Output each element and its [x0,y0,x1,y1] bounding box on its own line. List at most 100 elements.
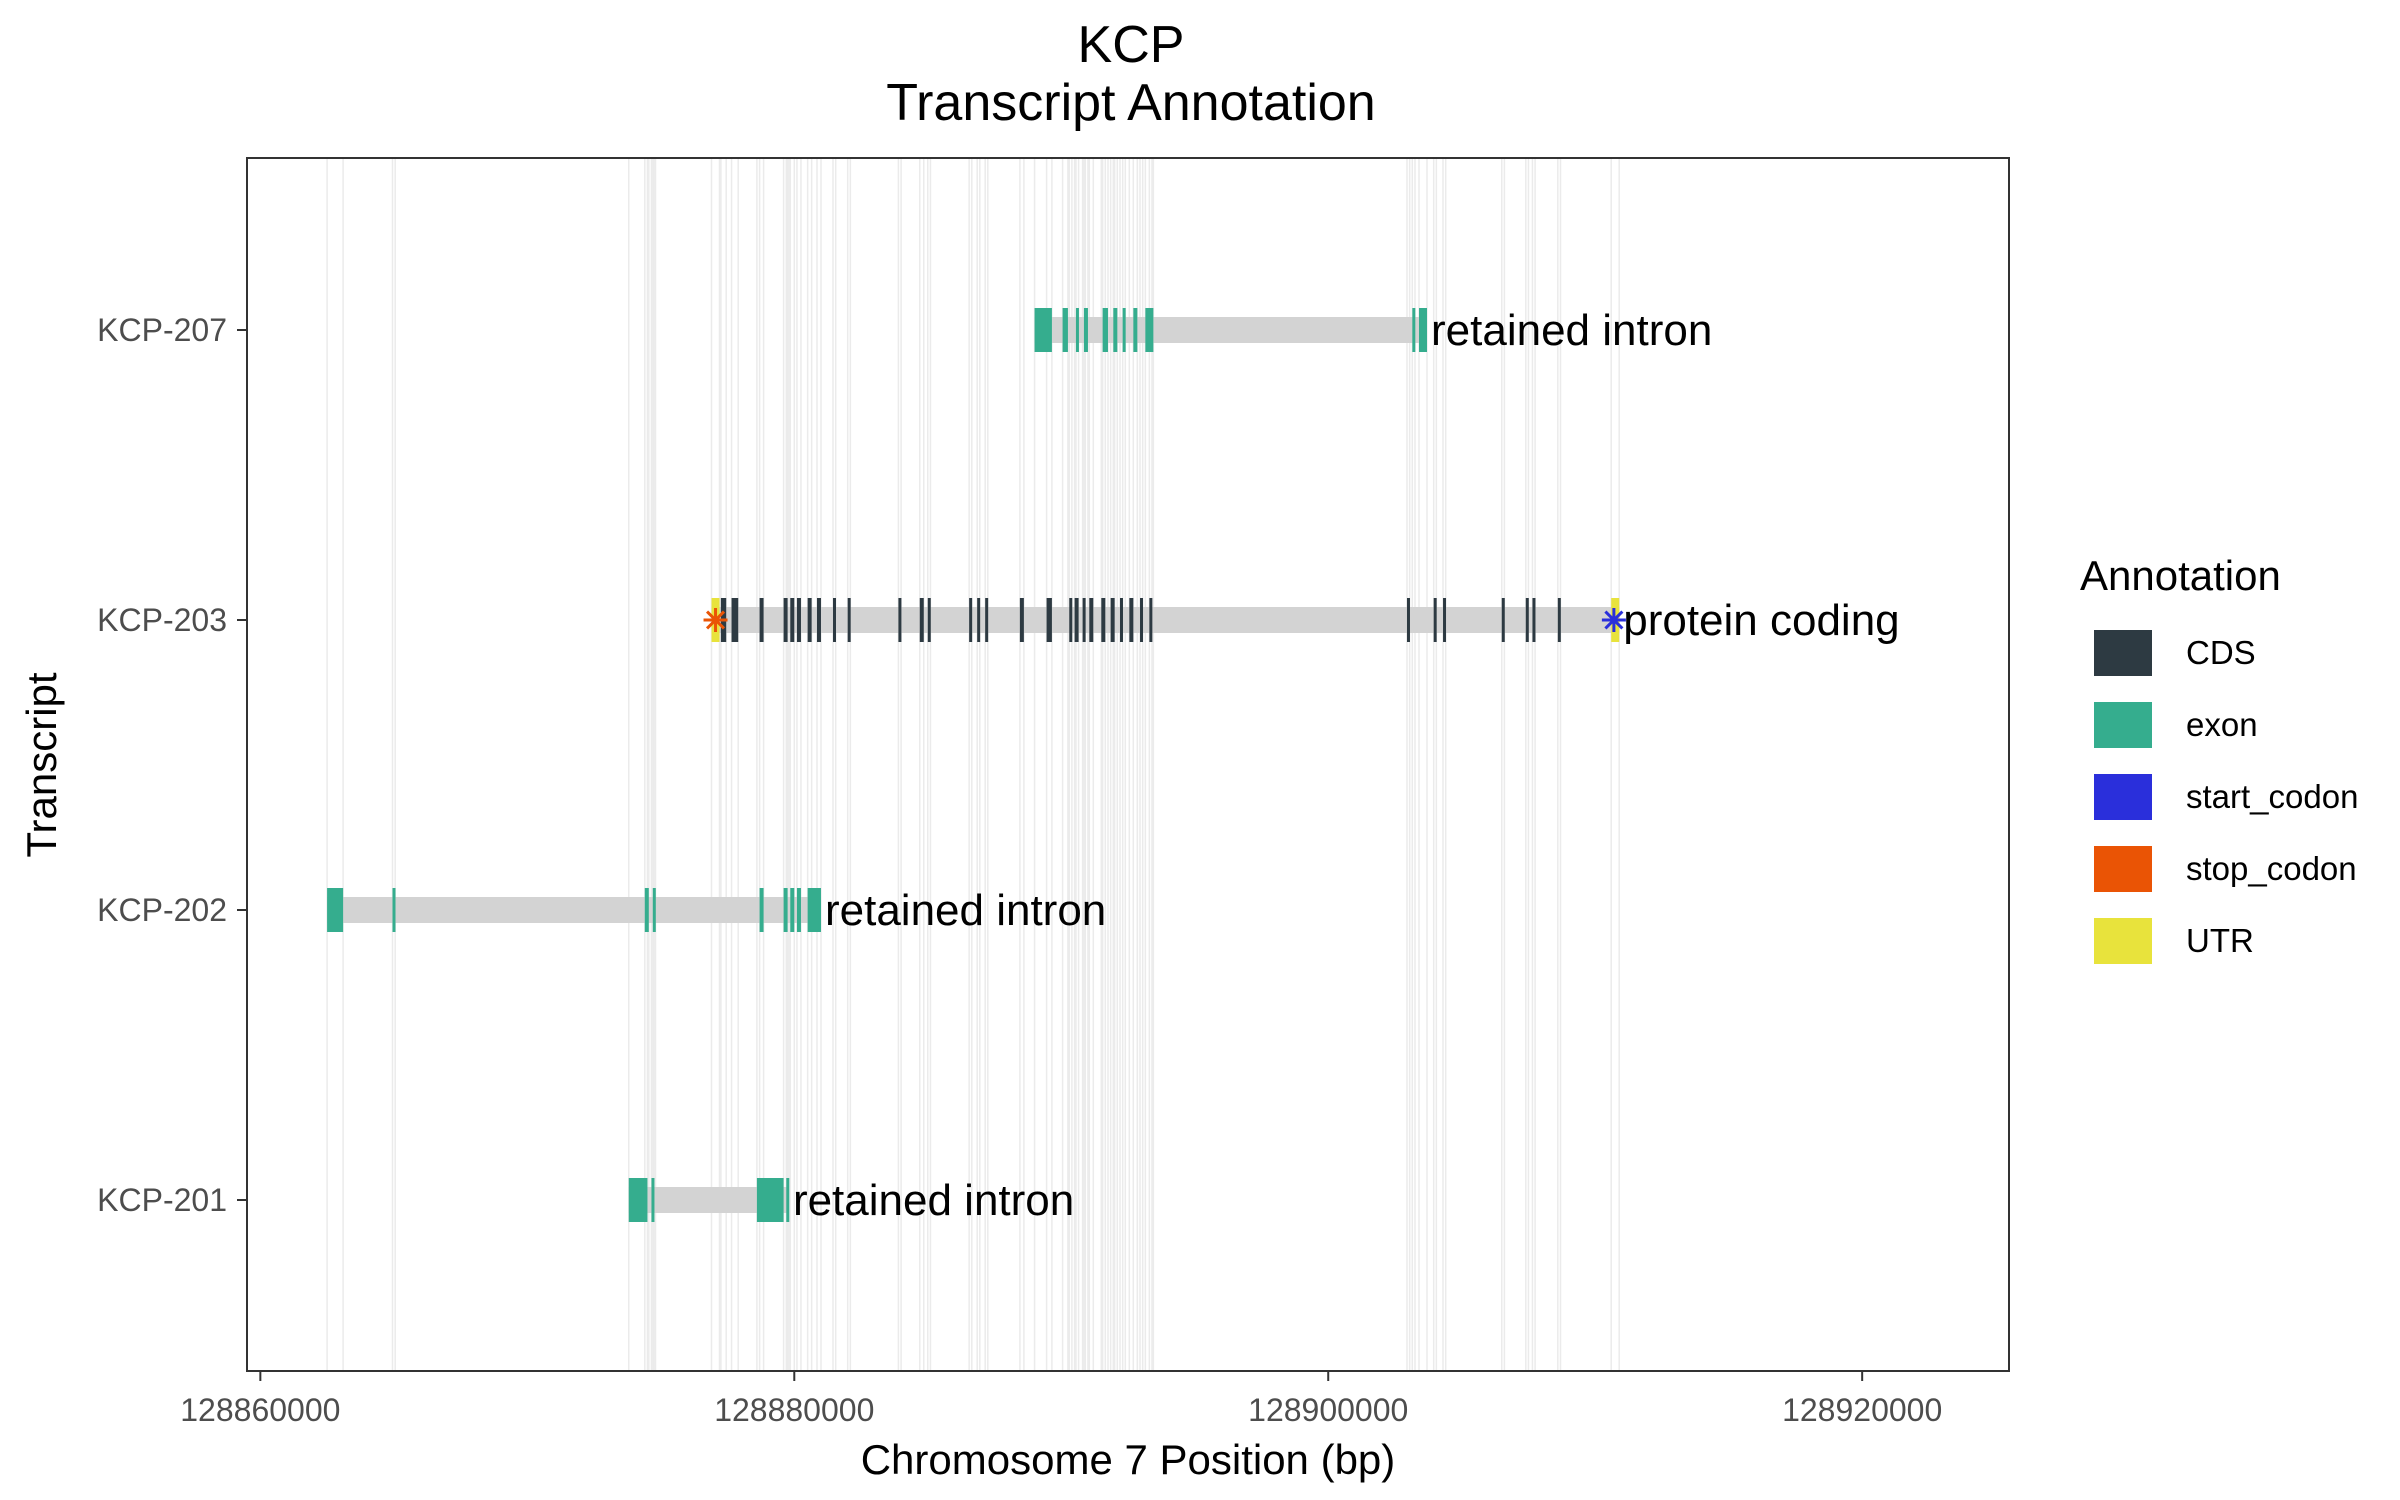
cds-block [1525,598,1529,642]
cds-block [796,598,801,642]
exon-block [644,888,649,932]
exon-block [1412,308,1416,352]
exon-block [1083,308,1088,352]
exon-block [756,1178,784,1222]
exon-block [783,888,788,932]
exon-block [652,888,656,932]
transcript-biotype-label: retained intron [825,886,1106,935]
x-tick-label: 128880000 [714,1392,874,1428]
transcript-biotype-label: retained intron [793,1176,1074,1225]
legend-label: UTR [2186,922,2254,959]
exon-block [1034,308,1052,352]
cds-block [1532,598,1536,642]
cds-block [1074,598,1079,642]
cds-block [1129,598,1134,642]
y-tick-label: KCP-203 [97,602,227,638]
cds-block [731,598,739,642]
cds-block [919,598,924,642]
exon-block [651,1178,655,1222]
exon-block [1145,308,1154,352]
exon-block [786,1178,790,1222]
cds-block [759,598,764,642]
x-tick-label: 128920000 [1782,1392,1942,1428]
stop-codon-marker [703,608,728,632]
intron-bar [1034,317,1428,343]
cds-block [832,598,836,642]
legend-title: Annotation [2080,552,2281,599]
exon-block [759,888,764,932]
transcript-track: retained intron [327,886,1106,935]
y-axis-title: Transcript [18,672,65,857]
cds-block [969,598,973,642]
intron-bar [327,897,821,923]
y-tick-label: KCP-201 [97,1182,227,1218]
legend-swatch [2094,702,2152,748]
exon-block [1133,308,1138,352]
cds-block [847,598,851,642]
exon-block [327,888,344,932]
intron-bar [711,607,1620,633]
cds-block [927,598,931,642]
exon-block [1122,308,1126,352]
cds-block [1069,598,1073,642]
grid-lines [326,158,1620,1371]
cds-block [790,598,795,642]
legend-swatch [2094,630,2152,676]
cds-block [1140,598,1144,642]
cds-block [1082,598,1086,642]
legend-swatch [2094,918,2152,964]
cds-block [1119,598,1123,642]
exon-block [807,888,821,932]
cds-block [898,598,902,642]
y-tick-label: KCP-202 [97,892,227,928]
legend-swatch [2094,846,2152,892]
transcript-track: retained intron [628,1176,1074,1225]
cds-block [977,598,981,642]
cds-block [1149,598,1153,642]
legend-label: CDS [2186,634,2256,671]
cds-block [783,598,788,642]
y-tick-label: KCP-207 [97,312,227,348]
plot-panel-border [246,157,2010,1372]
legend-label: start_codon [2186,778,2358,815]
cds-block [1046,598,1052,642]
cds-block [1501,598,1505,642]
cds-block [1557,598,1561,642]
exon-block [392,888,396,932]
chart-title: KCP [1078,16,1185,74]
transcript-biotype-label: protein coding [1623,596,1899,645]
exon-block [1418,308,1428,352]
cds-block [1089,598,1094,642]
legend-label: exon [2186,706,2258,743]
x-tick-label: 128860000 [180,1392,340,1428]
exon-block [790,888,795,932]
x-axis-title: Chromosome 7 Position (bp) [861,1436,1396,1483]
exon-block [1113,308,1118,352]
exon-block [1102,308,1108,352]
cds-block [816,598,821,642]
exon-block [1075,308,1079,352]
start-codon-marker [1601,608,1626,632]
exon-block [628,1178,648,1222]
cds-block [1443,598,1447,642]
transcript-track: retained intron [1034,306,1712,355]
transcript-biotype-label: retained intron [1431,306,1712,355]
legend: Annotation CDS exon start_codon stop_codon U… [2080,552,2358,964]
exon-block [1062,308,1068,352]
cds-block [1019,598,1024,642]
plot-area: retained intron protein coding retained in… [326,158,1900,1371]
cds-block [1406,598,1410,642]
cds-block [807,598,812,642]
cds-block [985,598,989,642]
transcript-track: protein coding [703,596,1900,645]
legend-swatch [2094,774,2152,820]
cds-block [1110,598,1115,642]
chart-subtitle: Transcript Annotation [886,74,1375,132]
cds-block [1101,598,1106,642]
x-tick-label: 128900000 [1248,1392,1408,1428]
exon-block [796,888,801,932]
legend-label: stop_codon [2186,850,2357,887]
axis-ticks: KCP-207 KCP-203 KCP-202 KCP-201 128860000 128… [97,312,1942,1428]
